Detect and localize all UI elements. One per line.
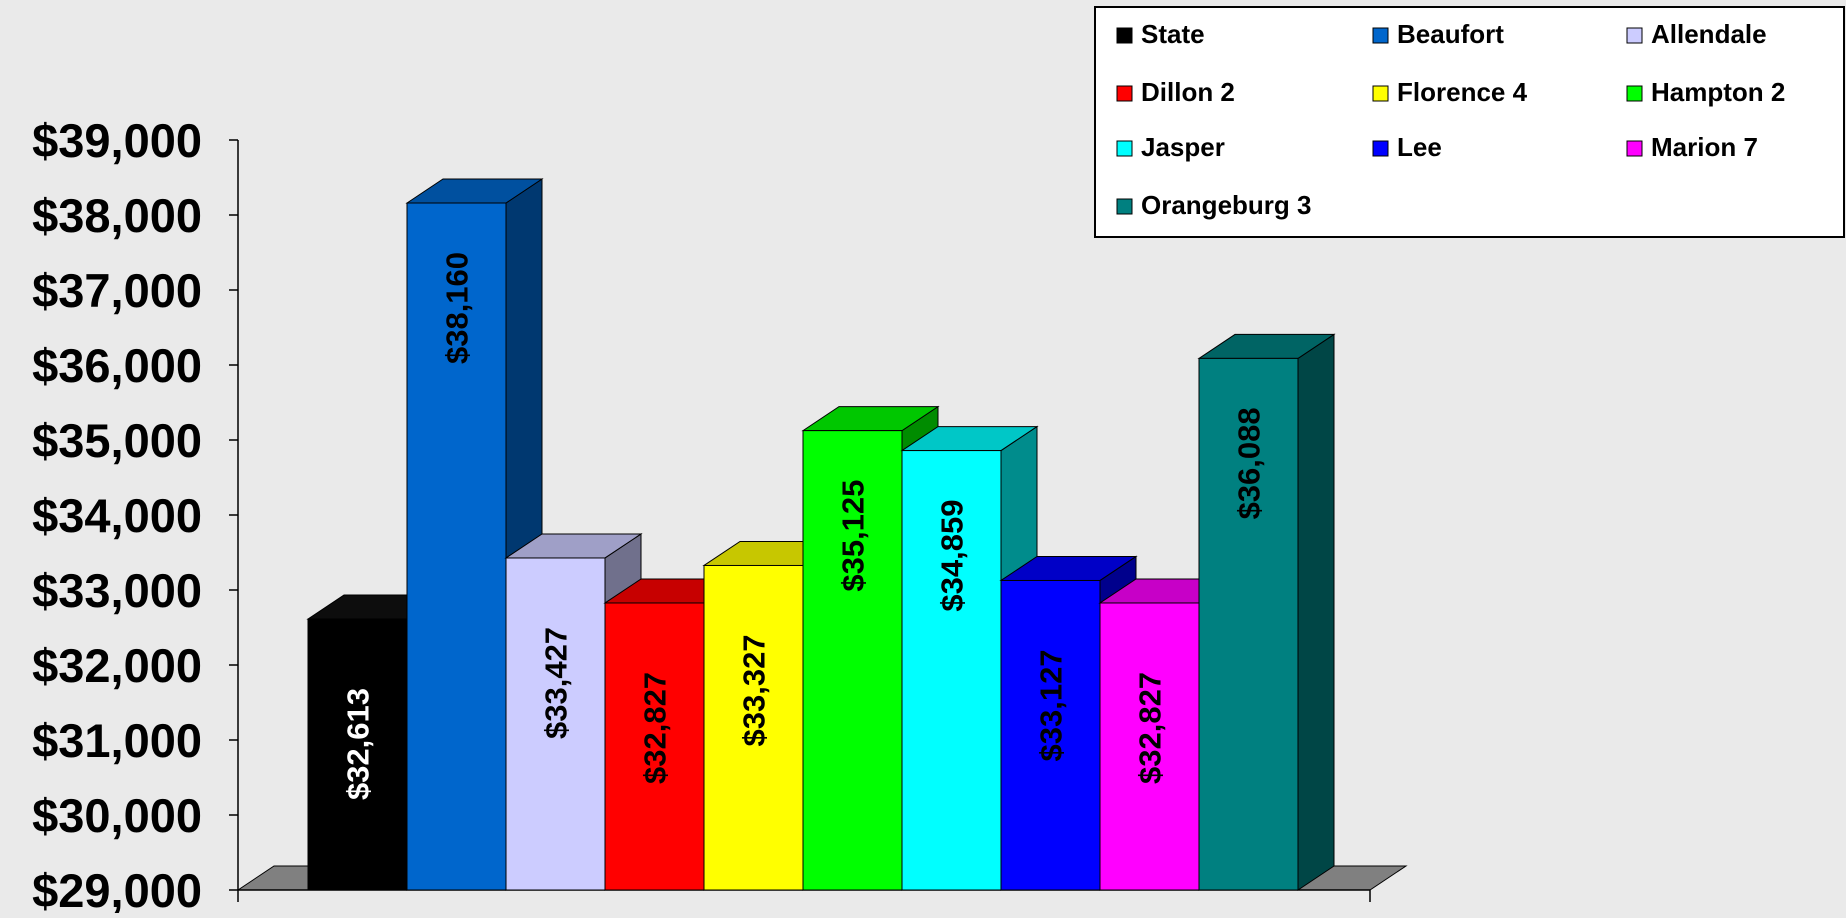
legend: State Beaufort Allendale Dillon 2 Florence 4… [1094,6,1845,238]
legend-label: Beaufort [1397,19,1504,49]
legend-item-jasper: Jasper [1116,132,1225,162]
bar-front [505,557,606,891]
legend-label: Lee [1397,132,1442,162]
legend-swatch [1626,140,1643,157]
data-label: $33,427 [539,627,574,739]
data-label: $32,827 [1133,672,1168,784]
data-label: $38,160 [440,252,475,364]
y-tick-label: $36,000 [32,339,202,392]
legend-label: Jasper [1141,132,1225,162]
legend-swatch [1116,198,1133,215]
y-tick-label: $35,000 [32,414,202,467]
legend-item-florence-4: Florence 4 [1372,77,1528,107]
y-tick-label: $39,000 [32,114,202,167]
legend-item-state: State [1116,19,1205,49]
data-labels: $32,613 $38,160 $33,427 $32,827 $33,327 $35,1… [341,252,1267,800]
legend-swatch [1372,85,1389,102]
bar-front [1000,579,1101,891]
legend-swatch [1116,27,1133,44]
data-label: $33,327 [737,634,772,746]
y-axis: $29,000 $30,000 $31,000 $32,000 $33,000 $34,0… [32,114,1371,917]
legend-swatch [1116,85,1133,102]
legend-item-orangeburg-3: Orangeburg 3 [1116,190,1311,220]
bar-front [802,430,903,891]
data-label: $33,127 [1034,649,1069,761]
legend-swatch [1372,140,1389,157]
legend-swatch [1116,140,1133,157]
legend-item-marion-7: Marion 7 [1626,132,1758,162]
data-label: $34,859 [935,500,970,612]
legend-label: State [1141,19,1205,49]
legend-swatch [1626,85,1643,102]
y-tick-label: $29,000 [32,864,202,913]
y-tick-label: $31,000 [32,714,202,767]
bar-front [1198,357,1299,891]
bar-side [1297,333,1335,891]
bar-front [406,202,507,891]
data-label: $36,088 [1232,407,1267,519]
legend-label: Marion 7 [1651,132,1758,162]
legend-item-beaufort: Beaufort [1372,19,1504,49]
bar-orangeburg-3 [1197,333,1336,891]
y-tick-label: $34,000 [32,489,202,542]
bar-front [901,450,1002,891]
y-tick-label: $30,000 [32,789,202,842]
bar-front [703,564,804,891]
data-label: $32,613 [341,688,376,800]
y-tick-label: $38,000 [32,189,202,242]
legend-item-allendale: Allendale [1626,19,1767,49]
legend-label: Hampton 2 [1651,77,1785,107]
legend-box [1094,6,1845,238]
y-tick-label: $33,000 [32,564,202,617]
legend-label: Orangeburg 3 [1141,190,1311,220]
legend-item-lee: Lee [1372,132,1442,162]
legend-item-hampton-2: Hampton 2 [1626,77,1785,107]
bars [306,178,1336,891]
legend-swatch [1626,27,1643,44]
legend-label: Florence 4 [1397,77,1528,107]
bar-front [307,618,408,891]
data-label: $35,125 [836,480,871,592]
y-tick-label: $37,000 [32,264,202,317]
y-tick-label: $32,000 [32,639,202,692]
legend-swatch [1372,27,1389,44]
legend-item-dillon-2: Dillon 2 [1116,77,1235,107]
legend-label: Dillon 2 [1141,77,1235,107]
data-label: $32,827 [638,672,673,784]
legend-label: Allendale [1651,19,1767,49]
bar-front [1099,602,1200,891]
